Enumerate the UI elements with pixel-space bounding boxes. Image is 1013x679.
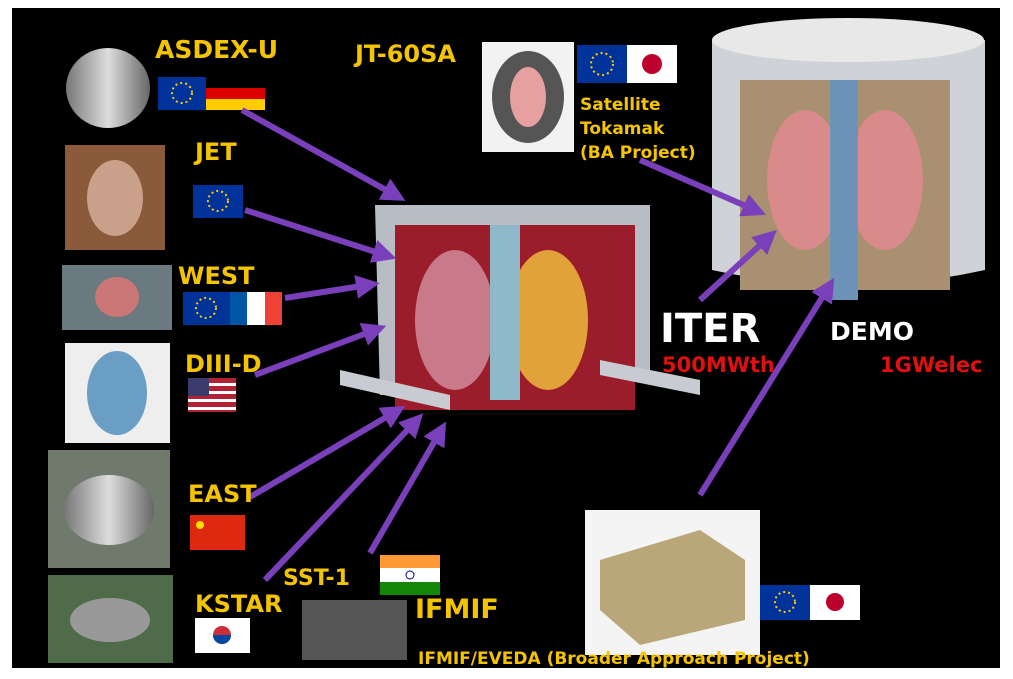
jt60sa-note: Satellite xyxy=(580,95,661,115)
iter-image xyxy=(340,205,700,410)
device-label: SST-1 xyxy=(283,566,350,591)
demo-image xyxy=(712,18,985,300)
ifmif-note: IFMIF/EVEDA (Broader Approach Project) xyxy=(418,649,810,669)
device-label: JT-60SA xyxy=(353,40,456,68)
device-label: WEST xyxy=(178,262,255,290)
arrows xyxy=(240,107,835,583)
iter-power: 500MWth xyxy=(662,353,775,377)
jt60sa-note: (BA Project) xyxy=(580,143,696,163)
device-label: JET xyxy=(193,138,237,166)
demo-label: DEMO xyxy=(830,317,914,346)
flags xyxy=(158,45,860,653)
device-label: EAST xyxy=(188,480,257,508)
demo-power: 1GWelec xyxy=(880,353,982,377)
device-label: KSTAR xyxy=(195,590,282,618)
ifmif-label: IFMIF xyxy=(415,594,499,625)
device-label: ASDEX-U xyxy=(155,35,278,64)
iter-label: ITER xyxy=(660,306,760,352)
device-images xyxy=(48,42,760,663)
device-label: DIII-D xyxy=(185,350,262,378)
jt60sa-note: Tokamak xyxy=(580,119,665,139)
